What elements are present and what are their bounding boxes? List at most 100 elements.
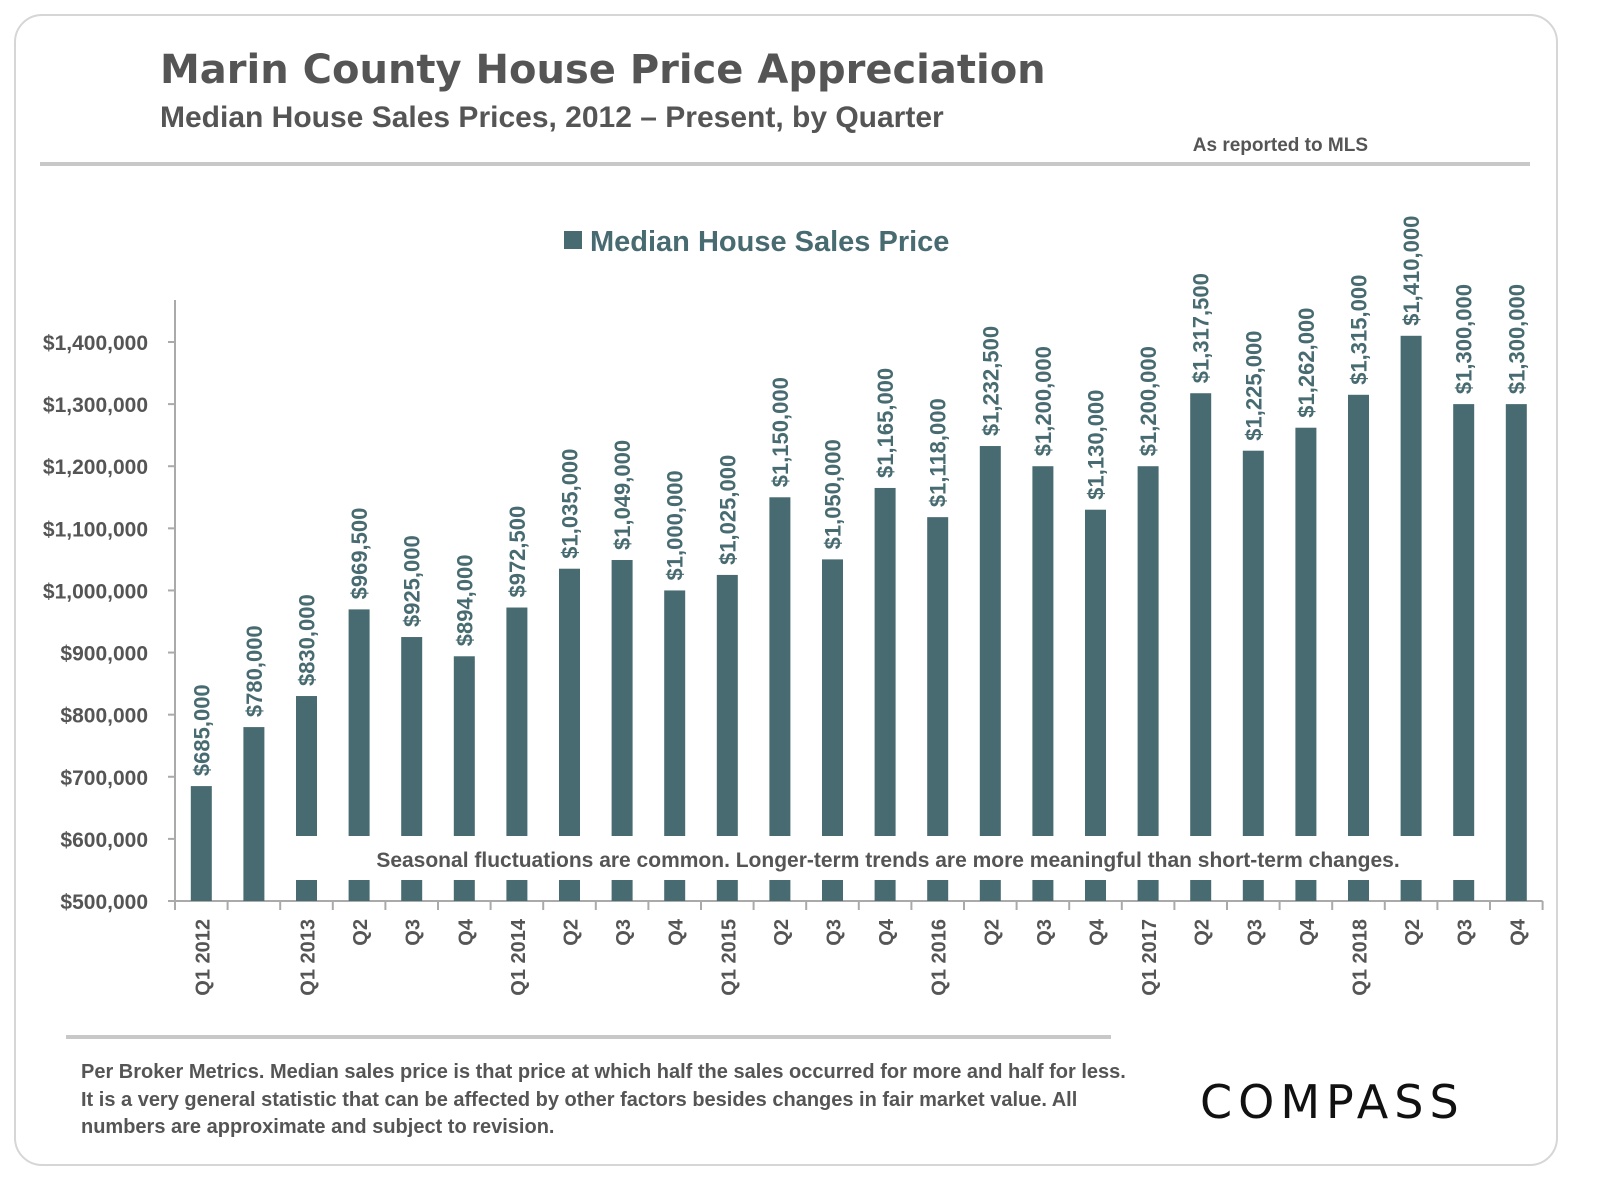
- x-tick-label: Q4: [1507, 918, 1529, 946]
- x-tick-label: Q1 2012: [192, 919, 214, 996]
- bar: [664, 590, 686, 901]
- data-label: $1,000,000: [663, 470, 688, 580]
- bar: [979, 446, 1001, 901]
- x-tick-label: Q1 2017: [1139, 919, 1161, 996]
- bar: [1400, 335, 1422, 901]
- data-label: $685,000: [189, 684, 214, 776]
- chart-title: Marin County House Price Appreciation: [160, 47, 1046, 93]
- bar: [769, 497, 791, 901]
- bar: [1137, 466, 1159, 901]
- x-tick-label: Q1 2013: [298, 919, 320, 996]
- x-tick-label: Q2: [771, 919, 793, 946]
- x-tick-label: Q3: [1244, 919, 1266, 946]
- x-tick-label: Q2: [1192, 919, 1214, 946]
- bar: [1190, 393, 1212, 901]
- data-label: $1,150,000: [768, 377, 793, 487]
- x-tick-label: Q1 2016: [929, 919, 951, 996]
- axes: $500,000 $600,000 $700,000 $800,000 $900,000…: [43, 300, 1544, 996]
- chart-subtitle: Median House Sales Prices, 2012 – Presen…: [160, 101, 944, 134]
- data-label: $1,262,000: [1294, 308, 1319, 418]
- compass-logo: COMPASS: [1200, 1075, 1465, 1129]
- annotation-band: [282, 836, 1492, 880]
- data-label: $1,200,000: [1031, 346, 1056, 456]
- y-tick-label: $500,000: [60, 891, 148, 914]
- bar: [927, 517, 949, 901]
- data-label: $925,000: [400, 535, 425, 627]
- x-tick-label: Q2: [350, 919, 372, 946]
- footer-rule: [66, 1035, 1111, 1039]
- x-tick-label: Q4: [1297, 918, 1319, 946]
- bar: [243, 727, 265, 901]
- bar: [874, 487, 896, 901]
- bar: [822, 559, 843, 901]
- x-tick-label: Q2: [1402, 919, 1424, 946]
- data-label: $1,035,000: [558, 449, 583, 559]
- header-rule: [40, 162, 1530, 166]
- x-tick-label: Q4: [1087, 918, 1109, 946]
- data-label: $1,130,000: [1084, 390, 1109, 500]
- x-tick-label: Q3: [1034, 919, 1056, 946]
- y-tick-label: $1,400,000: [43, 332, 148, 355]
- x-tick-label: Q1 2015: [718, 919, 740, 996]
- bar: [716, 574, 738, 901]
- footer-line-1: Per Broker Metrics. Median sales price i…: [81, 1061, 1126, 1083]
- x-tick-label: Q4: [455, 918, 477, 946]
- data-label: $969,500: [347, 508, 372, 600]
- bar: [190, 786, 212, 901]
- x-tick-label: Q2: [981, 919, 1003, 946]
- data-label: $1,300,000: [1504, 284, 1529, 394]
- x-tick-label: Q4: [666, 918, 688, 946]
- x-tick-label: Q1 2014: [508, 918, 530, 996]
- data-label: $830,000: [295, 594, 320, 686]
- data-label: $1,315,000: [1347, 275, 1372, 385]
- footer-line-3: numbers are approximate and subject to r…: [81, 1116, 554, 1138]
- x-tick-label: Q3: [1455, 919, 1477, 946]
- bar: [1295, 427, 1317, 901]
- data-label: $780,000: [242, 625, 267, 717]
- data-label: $1,410,000: [1399, 216, 1424, 326]
- bar: [1453, 404, 1475, 901]
- bar: [401, 637, 423, 901]
- data-label: $1,165,000: [873, 368, 898, 478]
- legend-label: Median House Sales Price: [590, 226, 949, 258]
- y-tick-label: $1,000,000: [43, 580, 148, 603]
- data-label: $1,118,000: [926, 398, 951, 507]
- y-tick-label: $800,000: [60, 705, 148, 728]
- y-tick-label: $1,300,000: [43, 394, 148, 417]
- bar: [1032, 466, 1054, 901]
- x-tick-label: Q3: [824, 919, 846, 946]
- x-tick-label: Q1 2018: [1350, 919, 1372, 996]
- bar: [1505, 404, 1527, 901]
- data-labels: $685,000 $780,000 $830,000 $969,500 $925,000…: [189, 216, 1529, 776]
- data-label: $1,049,000: [610, 440, 635, 550]
- data-label: $1,232,500: [978, 326, 1003, 436]
- data-label: $1,225,000: [1241, 331, 1266, 441]
- source-note: As reported to MLS: [1193, 135, 1368, 156]
- data-label: $1,317,500: [1189, 273, 1214, 383]
- bar: [611, 560, 633, 901]
- y-tick-label: $1,100,000: [43, 518, 148, 541]
- data-label: $894,000: [452, 555, 477, 647]
- bar: [1348, 394, 1369, 901]
- x-tick-label: Q3: [403, 919, 425, 946]
- data-label: $1,300,000: [1452, 284, 1477, 394]
- y-tick-label: $900,000: [60, 643, 148, 666]
- data-label: $1,200,000: [1136, 346, 1161, 456]
- footer-line-2: It is a very general statistic that can …: [81, 1089, 1077, 1111]
- y-tick-label: $1,200,000: [43, 456, 148, 479]
- bar: [348, 609, 370, 901]
- x-tick-label: Q2: [561, 919, 583, 946]
- bar: [506, 607, 528, 901]
- y-tick-label: $600,000: [60, 829, 148, 852]
- x-tick-label: Q3: [613, 919, 635, 946]
- y-tick-label: $700,000: [60, 767, 148, 790]
- data-label: $972,500: [505, 506, 530, 598]
- data-label: $1,050,000: [821, 439, 846, 549]
- bar: [1242, 450, 1264, 901]
- annotation-text: Seasonal fluctuations are common. Longer…: [376, 849, 1399, 872]
- legend-swatch: [564, 231, 582, 249]
- x-tick-label: Q4: [876, 918, 898, 946]
- bars: [190, 335, 1527, 901]
- data-label: $1,025,000: [715, 455, 740, 565]
